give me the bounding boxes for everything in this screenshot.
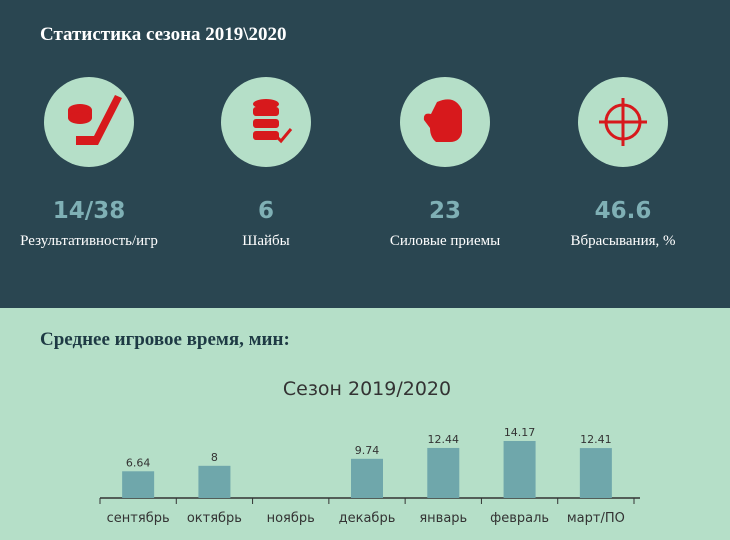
- bar: [351, 458, 383, 498]
- stat-label: Шайбы: [242, 233, 290, 249]
- panel-title: Статистика сезона 2019\2020: [40, 24, 287, 45]
- value-label: 14.17: [504, 426, 536, 439]
- bar: [579, 448, 612, 498]
- bar: [427, 447, 460, 498]
- value-label: 12.41: [580, 433, 612, 446]
- x-tick-label: октябрь: [187, 511, 242, 526]
- stat-label: Силовые приемы: [390, 233, 500, 249]
- stat-label: Вбрасывания, %: [570, 233, 675, 249]
- x-tick-label: сентябрь: [107, 511, 170, 526]
- bar: [198, 465, 231, 498]
- value-label: 8: [211, 451, 218, 464]
- icons: [44, 77, 668, 167]
- chart-panel: [0, 308, 730, 540]
- value-label: 6.64: [126, 456, 151, 469]
- stat-label: Результативность/игр: [20, 233, 158, 249]
- bar: [503, 441, 536, 498]
- stat-value: 23: [429, 198, 461, 224]
- x-tick-label: март/ПО: [567, 511, 625, 526]
- stat-value: 14/38: [53, 198, 125, 224]
- chart-title: Сезон 2019/2020: [283, 378, 451, 400]
- section-title: Среднее игровое время, мин:: [40, 329, 290, 350]
- stat-value: 6: [258, 198, 274, 224]
- value-label: 9.74: [355, 444, 380, 457]
- x-tick-label: февраль: [490, 511, 549, 526]
- x-tick-label: ноябрь: [267, 511, 315, 526]
- value-label: 12.44: [428, 433, 460, 446]
- stat-value: 46.6: [595, 198, 652, 224]
- bar: [122, 471, 155, 498]
- x-tick-label: январь: [419, 511, 467, 526]
- x-tick-label: декабрь: [339, 511, 396, 526]
